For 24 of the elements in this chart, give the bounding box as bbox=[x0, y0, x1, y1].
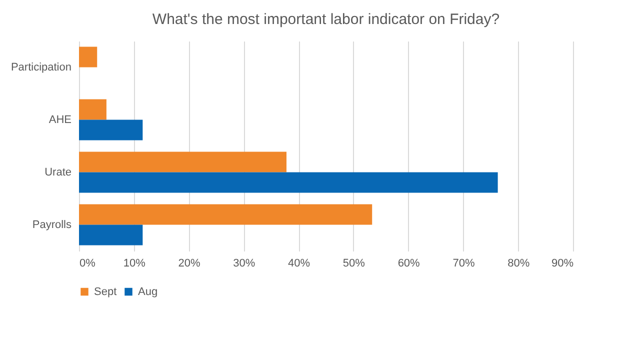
bar bbox=[79, 172, 498, 193]
bar bbox=[79, 99, 106, 120]
x-tick-label: 80% bbox=[508, 258, 530, 270]
x-tick-label: 0% bbox=[80, 258, 96, 270]
x-tick-label: 30% bbox=[233, 258, 256, 270]
bar bbox=[79, 120, 143, 140]
bar bbox=[79, 204, 372, 225]
chart-title: What's the most important labor indicator on Friday? bbox=[152, 11, 500, 28]
y-tick-label: Participation bbox=[10, 61, 72, 74]
x-tick-label: 10% bbox=[123, 258, 146, 270]
x-tick-label: 40% bbox=[288, 258, 310, 270]
x-tick-label: 60% bbox=[398, 258, 420, 270]
y-tick-label: Payrolls bbox=[32, 218, 72, 231]
y-tick-label: Urate bbox=[44, 166, 72, 178]
x-tick-label: 50% bbox=[342, 258, 366, 270]
bar bbox=[79, 152, 286, 172]
legend-label: Aug bbox=[138, 286, 158, 298]
x-tick-label: 70% bbox=[452, 258, 475, 270]
bar bbox=[79, 224, 143, 246]
y-tick-label: AHE bbox=[48, 114, 72, 126]
x-tick-label: 90% bbox=[551, 258, 574, 270]
bar bbox=[79, 46, 98, 68]
legend-label: Sept bbox=[94, 286, 117, 298]
x-tick-label: 20% bbox=[178, 258, 200, 270]
